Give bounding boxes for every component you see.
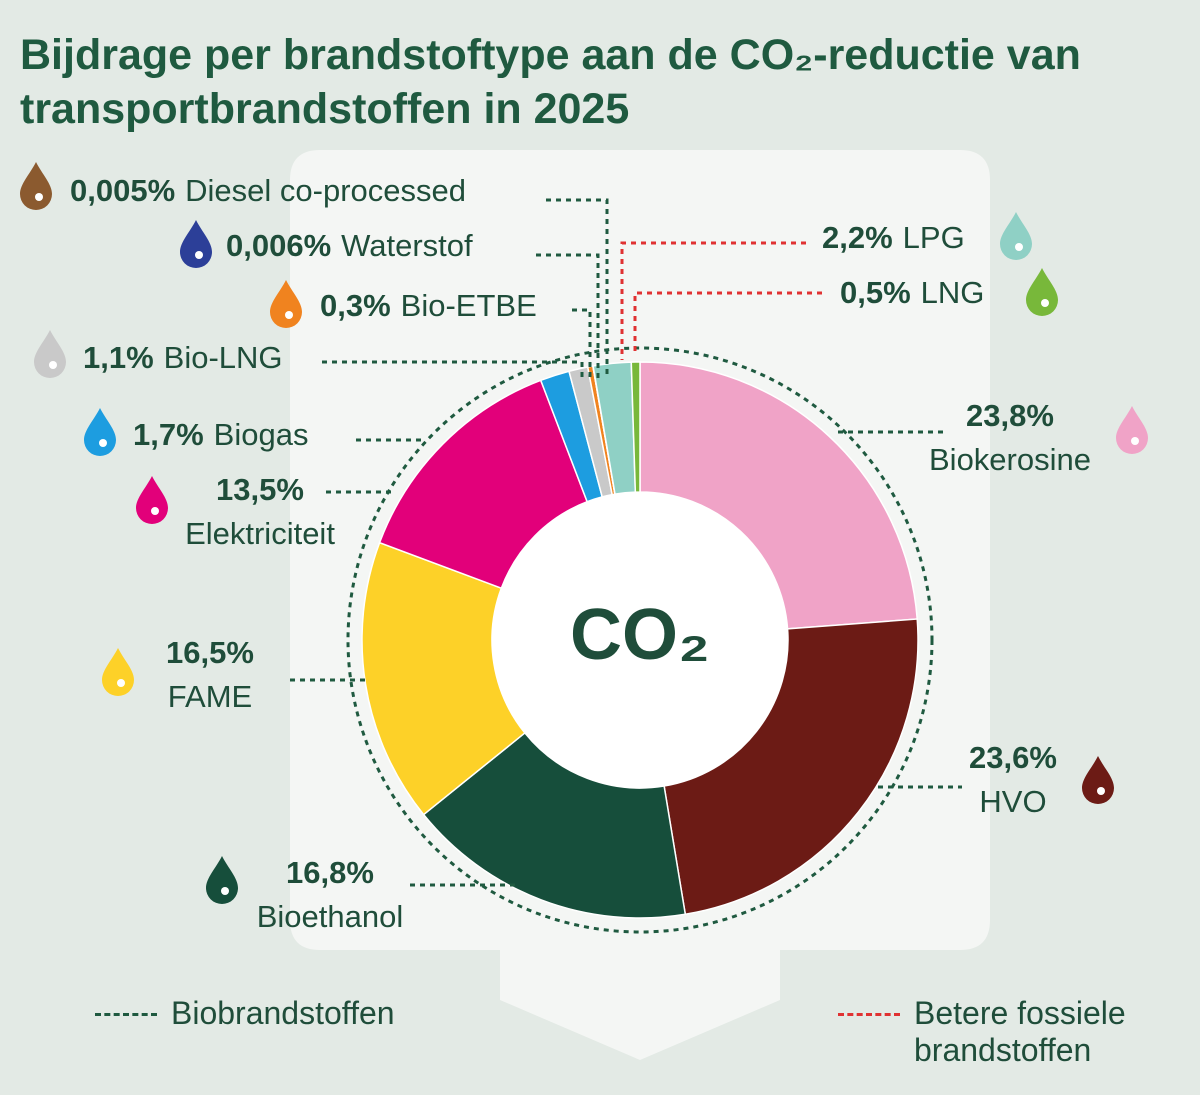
category-label: Elektriciteit	[185, 516, 335, 551]
icon-dot	[1041, 299, 1049, 307]
legend-line	[95, 1013, 157, 1016]
legend-line	[838, 1013, 900, 1016]
slice-label: 1,7% Biogas	[133, 417, 308, 452]
icon-dot	[99, 439, 107, 447]
leader-line	[620, 241, 806, 360]
icon-dot	[49, 361, 57, 369]
icon-dot	[151, 507, 159, 515]
value-label: 23,8%	[966, 398, 1054, 433]
leader-line	[322, 360, 584, 378]
value-label: 1,7%	[133, 417, 204, 452]
category-label: Biokerosine	[929, 442, 1091, 477]
category-label: Bio-ETBE	[401, 288, 537, 323]
icon	[180, 220, 212, 268]
slice-label: 2,2% LPG	[822, 220, 965, 255]
value-label: 23,6%	[969, 740, 1057, 775]
value-label: 13,5%	[216, 472, 304, 507]
legend-label: Biobrandstoffen	[171, 995, 395, 1031]
value-label: 1,1%	[83, 340, 154, 375]
icon	[1082, 756, 1114, 804]
icon	[34, 330, 66, 378]
icon	[84, 408, 116, 456]
leader-line	[572, 308, 592, 378]
icon-dot	[1097, 787, 1105, 795]
chart-title: Bijdrage per brandstoftype aan de CO₂-re…	[20, 31, 1081, 133]
icon	[270, 280, 302, 328]
slice-label: 1,1% Bio-LNG	[83, 340, 283, 375]
category-label: LNG	[921, 275, 985, 310]
slice-label: 0,5% LNG	[840, 275, 984, 310]
value-label: 2,2%	[822, 220, 893, 255]
category-label: LPG	[903, 220, 965, 255]
category-label: FAME	[168, 679, 252, 714]
icon-dot	[117, 679, 125, 687]
value-label: 0,3%	[320, 288, 391, 323]
value-label: 0,5%	[840, 275, 911, 310]
leader-line	[546, 198, 609, 378]
leader-line	[536, 253, 600, 378]
value-label: 0,006%	[226, 228, 331, 263]
category-label: Diesel co-processed	[185, 173, 466, 208]
icon	[102, 648, 134, 696]
icon	[1000, 212, 1032, 260]
category-label: Bioethanol	[257, 899, 404, 934]
icon-dot	[195, 251, 203, 259]
slice-label: 0,005% Diesel co-processed	[70, 173, 466, 208]
icon-dot	[1131, 437, 1139, 445]
slice-label: 0,3% Bio-ETBE	[320, 288, 537, 323]
dotted-ring	[346, 346, 934, 934]
icon-dot	[221, 887, 229, 895]
slice-label: 0,006% Waterstof	[226, 228, 473, 263]
center-label: CO₂	[570, 595, 710, 675]
legend-item: Betere fossiele brandstoffen	[838, 995, 1168, 1069]
legend-item: Biobrandstoffen	[95, 995, 395, 1032]
donut-hole	[492, 492, 788, 788]
icon-dot	[1015, 243, 1023, 251]
legend-label: Betere fossiele brandstoffen	[914, 995, 1126, 1068]
value-label: 16,8%	[286, 855, 374, 890]
category-label: HVO	[979, 784, 1046, 819]
icon-dot	[285, 311, 293, 319]
icon	[206, 856, 238, 904]
category-label: Biogas	[214, 417, 309, 452]
icon-dot	[35, 193, 43, 201]
icon	[136, 476, 168, 524]
icon	[20, 162, 52, 210]
value-label: 16,5%	[166, 635, 254, 670]
category-label: Bio-LNG	[164, 340, 283, 375]
leader-line	[633, 291, 822, 355]
icon	[1116, 406, 1148, 454]
icon	[1026, 268, 1058, 316]
category-label: Waterstof	[341, 228, 473, 263]
value-label: 0,005%	[70, 173, 175, 208]
